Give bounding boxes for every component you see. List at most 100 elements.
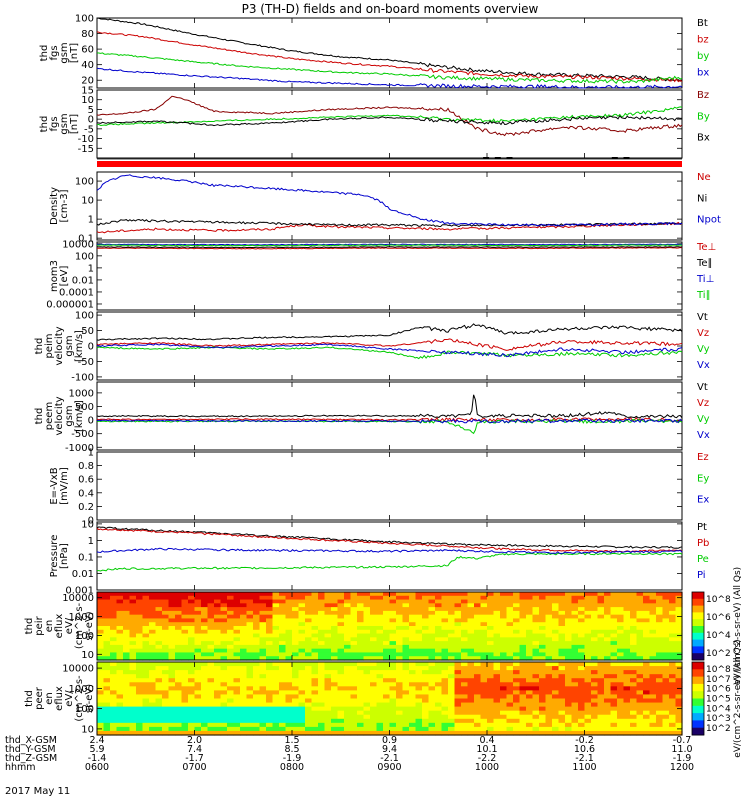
- ytick-label: 100: [75, 631, 94, 642]
- heatmap-cell: [539, 706, 547, 712]
- heatmap-cell: [487, 718, 495, 724]
- heatmap-cell: [357, 706, 365, 712]
- heatmap-cell: [149, 702, 157, 708]
- heatmap-cell: [142, 698, 150, 704]
- heatmap-cell: [97, 678, 105, 683]
- heatmap-cell: [240, 610, 248, 616]
- heatmap-cell: [207, 686, 215, 691]
- heatmap-cell: [461, 666, 469, 671]
- heatmap-cell: [383, 702, 391, 708]
- heatmap-cell: [422, 648, 430, 654]
- heatmap-cell: [487, 690, 495, 696]
- ephemeris-value: 0.4: [479, 735, 494, 746]
- heatmap-cell: [539, 670, 547, 675]
- heatmap-cell: [500, 714, 508, 720]
- heatmap-cell: [298, 618, 306, 623]
- heatmap-cell: [285, 592, 293, 597]
- heatmap-cell: [357, 592, 365, 597]
- heatmap-cell: [480, 686, 488, 691]
- heatmap-cell: [155, 686, 163, 691]
- heatmap-cell: [597, 599, 605, 604]
- heatmap-cell: [409, 722, 417, 728]
- heatmap-cell: [474, 618, 482, 623]
- heatmap-cell: [123, 610, 131, 616]
- heatmap-cell: [129, 603, 137, 608]
- heatmap-cell: [487, 610, 495, 616]
- heatmap-cell: [584, 686, 592, 691]
- heatmap-cell: [630, 722, 638, 728]
- heatmap-cell: [662, 595, 670, 601]
- heatmap-cell: [532, 603, 540, 608]
- heatmap-cell: [532, 714, 540, 720]
- ytick-label: 5: [88, 105, 94, 116]
- heatmap-cell: [305, 714, 313, 720]
- heatmap-cell: [649, 592, 657, 597]
- heatmap-cell: [240, 599, 248, 604]
- heatmap-cell: [500, 710, 508, 716]
- heatmap-cell: [422, 595, 430, 601]
- heatmap-cell: [493, 637, 501, 642]
- heatmap-cell: [526, 599, 534, 604]
- heatmap-cell: [389, 618, 397, 623]
- heatmap-cell: [259, 662, 267, 667]
- heatmap-cell: [168, 694, 176, 700]
- series-line-Ne: [96, 221, 683, 234]
- heatmap-cell: [500, 626, 508, 631]
- heatmap-cell: [591, 678, 599, 683]
- heatmap-cell: [175, 629, 183, 635]
- heatmap-cell: [591, 629, 599, 635]
- heatmap-cell: [610, 595, 618, 601]
- heatmap-cell: [350, 599, 358, 604]
- heatmap-cell: [591, 718, 599, 724]
- heatmap-cell: [409, 682, 417, 687]
- heatmap-cell: [376, 670, 384, 675]
- heatmap-cell: [474, 610, 482, 616]
- heatmap-cell: [311, 603, 319, 608]
- heatmap-cell: [389, 726, 397, 732]
- heatmap-cell: [604, 599, 612, 604]
- heatmap-cell: [123, 678, 131, 683]
- heatmap-cell: [311, 698, 319, 704]
- heatmap-cell: [129, 641, 137, 646]
- heatmap-cell: [422, 656, 430, 661]
- heatmap-cell: [513, 698, 521, 704]
- heatmap-cell: [565, 652, 573, 657]
- heatmap-cell: [662, 714, 670, 720]
- heatmap-cell: [350, 626, 358, 631]
- heatmap-cell: [168, 618, 176, 623]
- heatmap-cell: [558, 637, 566, 642]
- heatmap-cell: [630, 710, 638, 716]
- heatmap-cell: [357, 603, 365, 608]
- heatmap-cell: [292, 633, 300, 638]
- colorbar-step: [692, 682, 704, 685]
- heatmap-cell: [467, 595, 475, 601]
- ephemeris-value: -1.9: [283, 753, 302, 764]
- heatmap-cell: [149, 698, 157, 704]
- heatmap-cell: [383, 641, 391, 646]
- heatmap-cell: [246, 722, 254, 728]
- ytick-label: 0.000001: [46, 299, 94, 310]
- heatmap-cell: [266, 592, 274, 597]
- heatmap-cell: [500, 686, 508, 691]
- heatmap-cell: [448, 694, 456, 700]
- heatmap-cell: [142, 622, 150, 627]
- heatmap-cell: [175, 656, 183, 661]
- heatmap-cell: [311, 629, 319, 635]
- heatmap-cell: [409, 603, 417, 608]
- heatmap-cell: [298, 678, 306, 683]
- heatmap-cell: [487, 694, 495, 700]
- heatmap-cell: [272, 641, 280, 646]
- heatmap-cell: [214, 694, 222, 700]
- heatmap-cell: [506, 614, 514, 620]
- heatmap-cell: [656, 603, 664, 608]
- heatmap-cell: [142, 595, 150, 601]
- heatmap-cell: [552, 666, 560, 671]
- heatmap-cell: [454, 714, 462, 720]
- heatmap-cell: [474, 682, 482, 687]
- heatmap-cell: [643, 622, 651, 627]
- heatmap-cell: [669, 698, 677, 704]
- heatmap-cell: [285, 607, 293, 612]
- heatmap-cell: [136, 682, 144, 687]
- heatmap-cell: [123, 637, 131, 642]
- heatmap-cell: [643, 607, 651, 612]
